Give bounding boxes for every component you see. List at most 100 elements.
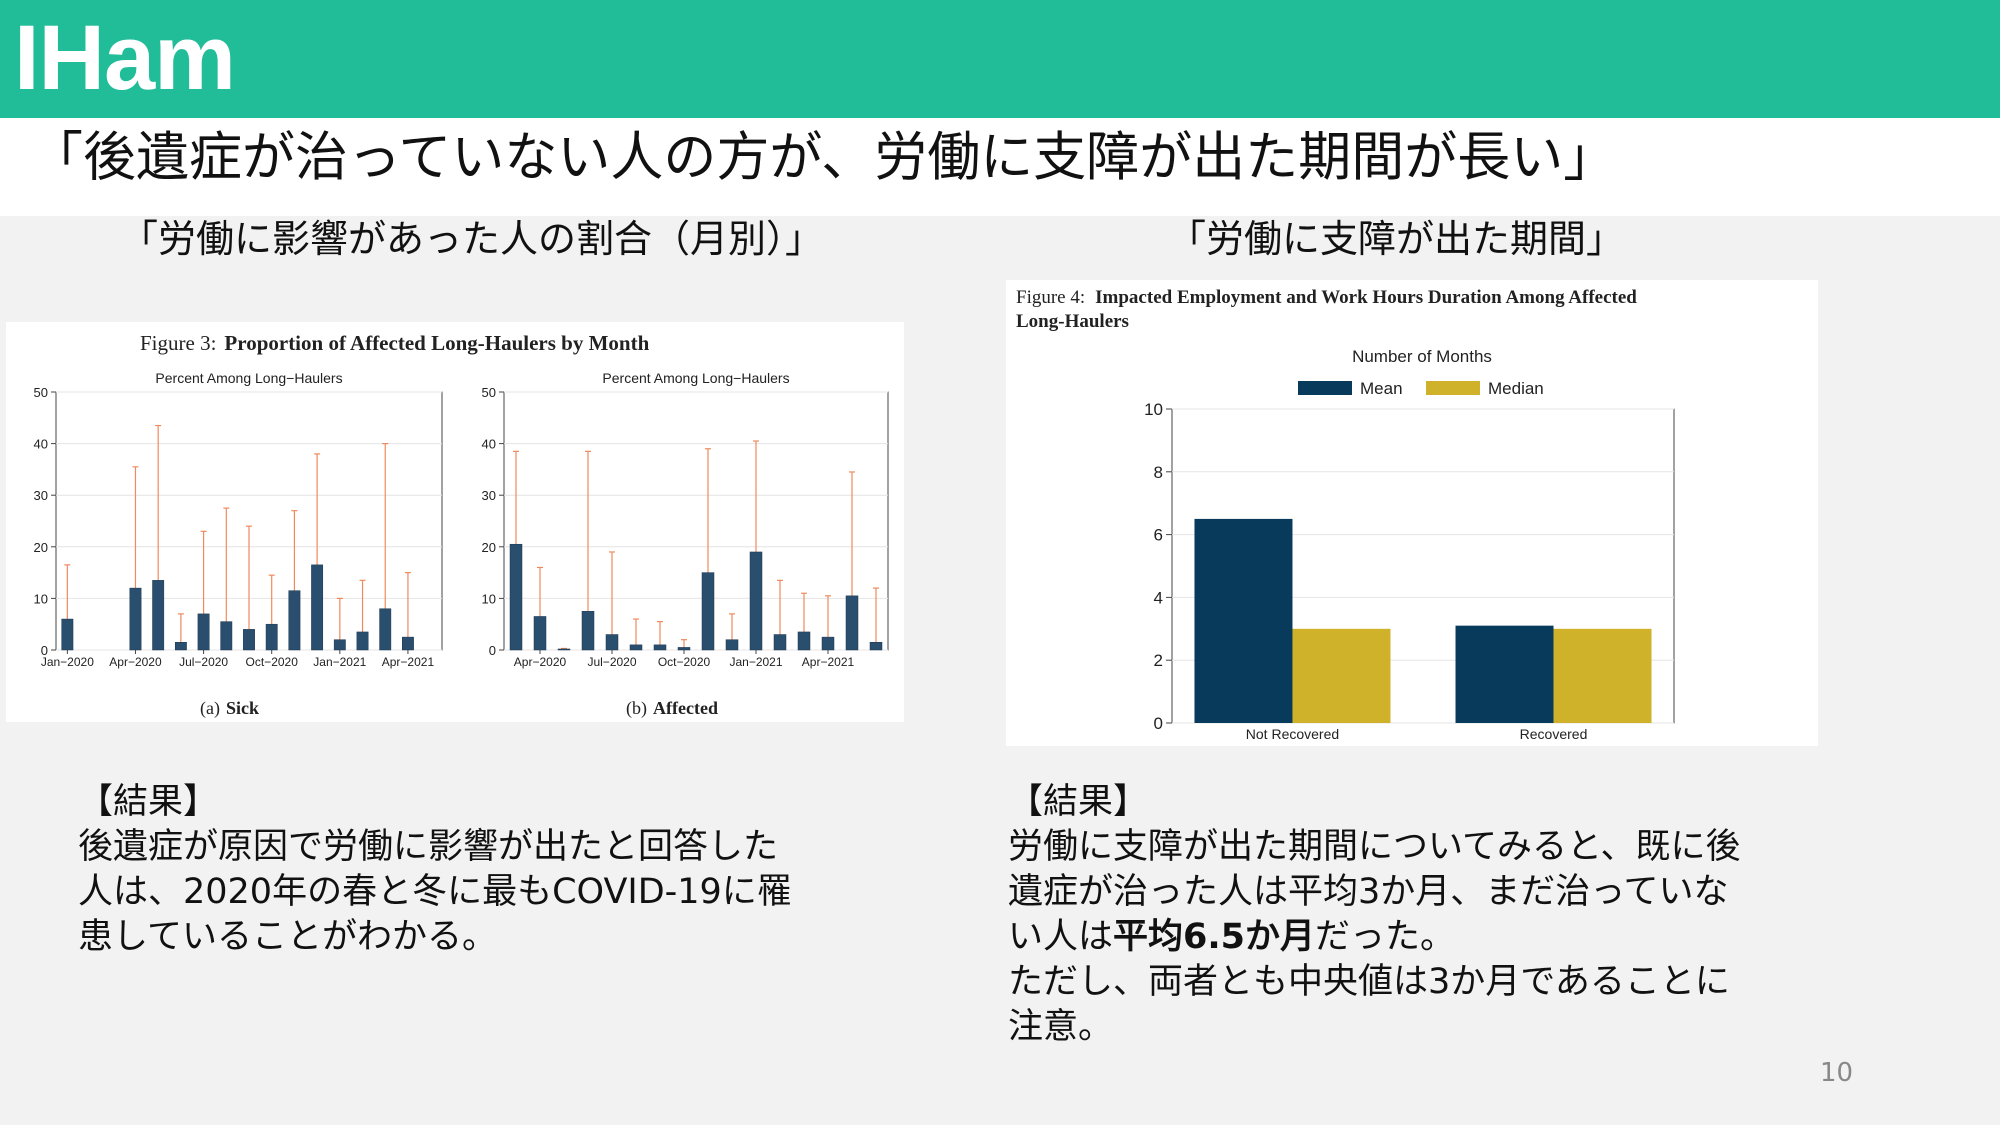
right-result-line-3: い人は平均6.5か月だった。 — [1008, 915, 1741, 960]
chart-a-ytick-label: 30 — [34, 488, 48, 503]
header-bar: IHam — [0, 0, 2000, 118]
chart-b-bar — [581, 611, 595, 651]
chart-b-ytick-label: 0 — [489, 643, 496, 658]
chart-c-ytick-label: 8 — [1154, 463, 1163, 482]
left-result-line-1: 後遺症が原因で労働に影響が出たと回答した — [78, 827, 779, 867]
chart-a-xtick-label: Jul−2020 — [179, 655, 228, 669]
chart-b-bar — [629, 644, 643, 651]
figure-3-panel: Figure 3: Proportion of Affected Long-Hau… — [6, 322, 904, 722]
chart-a-bar — [152, 580, 165, 651]
right-result-line-3-bold: 平均6.5か月 — [1113, 917, 1316, 957]
chart-a-ytick-label: 20 — [34, 540, 48, 555]
right-heading: 「労働に支障が出た期間」 — [1168, 217, 1625, 261]
chart-a-bar — [61, 618, 74, 651]
chart-a-bar — [402, 636, 414, 651]
chart-b-xtick-label: Apr−2021 — [802, 655, 855, 669]
chart-c-category-label: Not Recovered — [1246, 726, 1339, 742]
chart-a-ytick-label: 40 — [34, 437, 48, 452]
figure-4-panel: Figure 4: Impacted Employment and Work Ho… — [1006, 280, 1818, 746]
chart-a-bar — [356, 631, 369, 651]
chart-a-xtick-label: Apr−2020 — [109, 655, 162, 669]
chart-a-bar — [288, 590, 301, 651]
chart-b-bar — [773, 634, 787, 651]
chart-a-xtick-label: Jan−2020 — [41, 655, 94, 669]
chart-c-duration: Number of Months Mean Median 0 2 4 6 8 10 Not Rec… — [1144, 347, 1675, 742]
figure-3-title: Figure 3: Proportion of Affected Long-Hau… — [140, 331, 650, 355]
chart-b-bar — [749, 551, 763, 651]
chart-a-bar — [333, 639, 346, 651]
chart-b-caption: (b) Affected — [626, 698, 718, 719]
title-band — [0, 118, 2000, 216]
chart-b-xtick-label: Oct−2020 — [658, 655, 711, 669]
left-result-line-3: 患していることがわかる。 — [78, 917, 497, 957]
figure-4-title-line1: Figure 4: Impacted Employment and Work Ho… — [1016, 287, 1637, 308]
chart-b-bar — [725, 639, 739, 651]
chart-a-ytick-label: 50 — [34, 385, 48, 400]
right-result-line-2: 遺症が治った人は平均3か月、まだ治っていな — [1008, 872, 1729, 912]
bar-median — [1553, 628, 1652, 723]
right-result: 【結果】 労働に支障が出た期間についてみると、既に後 遺症が治った人は平均3か月… — [1008, 780, 1741, 1050]
page-number: 10 — [1820, 1058, 1854, 1088]
chart-b-xtick-label: Apr−2020 — [514, 655, 567, 669]
legend-label-mean: Mean — [1360, 379, 1403, 398]
chart-a-bar — [243, 629, 255, 651]
chart-a-bar — [174, 642, 187, 651]
chart-a-bar — [265, 623, 278, 651]
left-heading: 「労働に影響があった人の割合（月別）」 — [120, 217, 824, 261]
chart-b-ytick-label: 20 — [482, 540, 496, 555]
chart-c-ytick-label: 10 — [1144, 400, 1163, 419]
chart-a-bar — [311, 564, 324, 651]
chart-c-ytick-label: 2 — [1154, 651, 1163, 670]
chart-b-bar — [845, 595, 859, 651]
right-result-line-1: 労働に支障が出た期間についてみると、既に後 — [1008, 827, 1741, 867]
right-result-line-3-post: だった。 — [1315, 917, 1456, 957]
legend-swatch-median — [1426, 381, 1480, 395]
figure-4-title-line2: Long-Haulers — [1016, 311, 1129, 332]
chart-b-bar — [701, 572, 715, 651]
chart-a-sick: 0 10 20 30 40 50 Percent Among Long−Haulers Jan… — [34, 370, 443, 669]
chart-b-bar — [797, 631, 811, 651]
chart-a-bar — [379, 608, 392, 651]
legend-swatch-mean — [1298, 381, 1352, 395]
chart-b-xtick-label: Jul−2020 — [587, 655, 636, 669]
chart-a-title: Percent Among Long−Haulers — [155, 370, 342, 386]
chart-b-ytick-label: 50 — [482, 385, 496, 400]
chart-b-bar — [821, 636, 835, 651]
chart-c-ytick-label: 6 — [1154, 526, 1163, 545]
left-result-header: 【結果】 — [78, 782, 219, 822]
chart-a-xtick-label: Oct−2020 — [246, 655, 299, 669]
chart-b-bar — [605, 634, 619, 651]
figure-3: Figure 3: Proportion of Affected Long-Hau… — [34, 331, 889, 719]
chart-b-bar — [509, 543, 523, 651]
figure-4: Figure 4: Impacted Employment and Work Ho… — [1016, 287, 1675, 742]
chart-b-ytick-label: 10 — [482, 591, 496, 606]
chart-b-title: Percent Among Long−Haulers — [602, 370, 789, 386]
chart-a-ytick-label: 10 — [34, 591, 48, 606]
chart-a-bar — [220, 621, 233, 651]
chart-a-ytick-label: 0 — [41, 643, 48, 658]
chart-a-bar — [197, 613, 210, 651]
chart-b-bar — [653, 644, 667, 651]
left-result: 【結果】 後遺症が原因で労働に影響が出たと回答した 人は、2020年の春と冬に最… — [78, 780, 792, 960]
chart-b-affected: 0 10 20 30 40 50 Percent Among Long−Haulers Apr… — [482, 370, 889, 669]
chart-b-ytick-label: 30 — [482, 488, 496, 503]
left-result-line-2: 人は、2020年の春と冬に最もCOVID-19に罹 — [78, 872, 792, 912]
logo: IHam — [14, 7, 236, 109]
chart-a-xtick-label: Jan−2021 — [313, 655, 366, 669]
chart-b-bar — [869, 642, 883, 651]
chart-b-bar — [677, 647, 691, 651]
chart-b-xtick-label: Jan−2021 — [729, 655, 782, 669]
right-result-line-4: ただし、両者とも中央値は3か月であることに — [1008, 962, 1730, 1002]
chart-c-title: Number of Months — [1352, 347, 1492, 366]
chart-b-bar — [533, 616, 547, 651]
bar-median — [1292, 628, 1391, 723]
chart-b-plot-frame — [503, 391, 889, 651]
chart-a-xtick-label: Apr−2021 — [382, 655, 435, 669]
right-result-line-3-pre: い人は — [1008, 917, 1114, 957]
legend-label-median: Median — [1488, 379, 1544, 398]
bar-mean — [1194, 518, 1293, 723]
chart-b-ytick-label: 40 — [482, 437, 496, 452]
chart-a-caption: (a) Sick — [200, 698, 259, 719]
slide-title: 「後遺症が治っていない人の方が、労働に支障が出た期間が長い」 — [30, 127, 1617, 188]
bar-mean — [1455, 625, 1554, 723]
